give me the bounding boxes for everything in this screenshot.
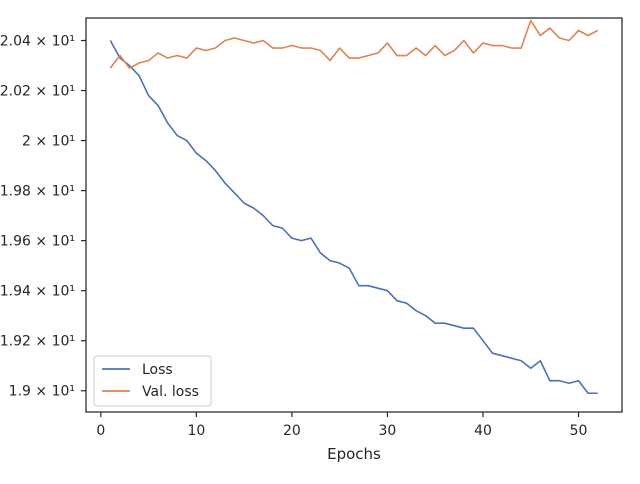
legend-label: Val. loss (142, 384, 199, 400)
y-tick-label: 1.98 × 10¹ (0, 184, 75, 200)
x-tick-label: 50 (570, 423, 588, 439)
y-tick-label: 1.9 × 10¹ (9, 384, 75, 400)
x-axis-label: Epochs (327, 445, 381, 463)
y-tick-label: 1.94 × 10¹ (0, 284, 75, 300)
y-tick-label: 1.96 × 10¹ (0, 234, 75, 250)
y-tick-label: 2.04 × 10¹ (0, 34, 75, 50)
x-tick-label: 20 (283, 423, 301, 439)
series-line-loss (109, 40, 598, 395)
legend: Loss Val. loss (93, 355, 212, 407)
y-tick-label: 1.92 × 10¹ (0, 334, 75, 350)
x-axis: 0 10 20 30 40 50 (96, 412, 587, 439)
x-tick-label: 30 (379, 423, 397, 439)
x-tick-label: 10 (187, 423, 205, 439)
legend-label: Loss (142, 362, 173, 378)
y-axis: 1.9 × 10¹ 1.92 × 10¹ 1.94 × 10¹ 1.96 × 10¹ 1… (0, 34, 86, 400)
series-layer (109, 19, 599, 395)
y-tick-label: 2.02 × 10¹ (0, 84, 75, 100)
x-tick-label: 40 (474, 423, 492, 439)
y-tick-label: 2 × 10¹ (22, 134, 75, 150)
series-line-val-loss (109, 19, 599, 69)
x-tick-label: 0 (96, 423, 105, 439)
plot-frame (85, 17, 623, 413)
